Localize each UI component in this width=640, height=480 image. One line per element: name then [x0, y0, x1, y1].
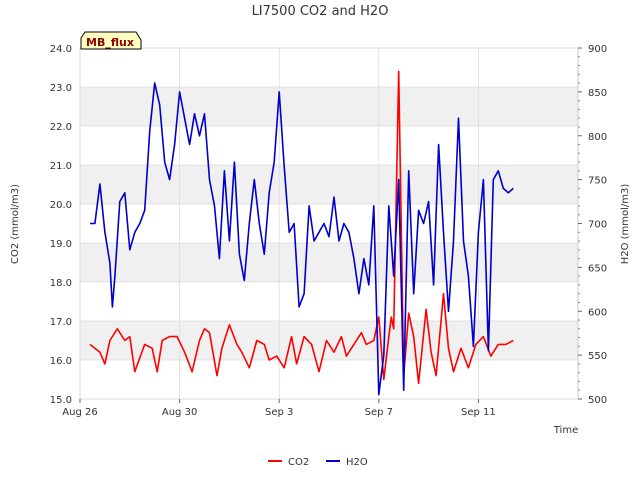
x-tick-label-4: Sep 11	[461, 407, 496, 418]
right-tick-label-1: 550	[588, 351, 607, 362]
right-tick-label-3: 650	[588, 263, 607, 274]
left-axis-label: CO2 (mmol/m3)	[10, 184, 21, 264]
x-tick-label-3: Sep 7	[365, 407, 393, 418]
band-7	[80, 87, 578, 126]
left-tick-label-5: 20.0	[50, 200, 72, 211]
plot-bands	[80, 87, 578, 360]
right-axis-label: H2O (mmol/m3)	[620, 184, 631, 265]
badge: MB_flux	[80, 31, 142, 50]
right-tick-label-8: 900	[588, 44, 607, 55]
right-tick-label-6: 800	[588, 132, 607, 143]
chart-title: LI7500 CO2 and H2O	[252, 4, 389, 19]
x-axis-label: Time	[553, 425, 578, 436]
x-tick-label-1: Aug 30	[162, 407, 197, 418]
badge-box	[80, 31, 142, 50]
series-line-co2	[89, 70, 514, 385]
left-tick-label-4: 19.0	[50, 239, 72, 250]
right-tick-label-7: 850	[588, 88, 607, 99]
legend: CO2 H2O	[268, 457, 368, 468]
right-y-axis: 500 550 600 650 700 750 800 850 900	[578, 44, 607, 406]
badge-label: MB_flux	[86, 36, 134, 49]
right-tick-label-0: 500	[588, 395, 607, 406]
left-tick-label-7: 22.0	[50, 122, 72, 133]
right-tick-label-2: 600	[588, 307, 607, 318]
left-tick-label-0: 15.0	[50, 395, 72, 406]
left-tick-label-6: 21.0	[50, 161, 72, 172]
band-3	[80, 243, 578, 282]
x-tick-label-0: Aug 26	[62, 407, 97, 418]
x-tick-label-2: Sep 3	[265, 407, 293, 418]
left-tick-label-9: 24.0	[50, 44, 72, 55]
legend-label-h2o: H2O	[346, 457, 368, 468]
right-tick-label-5: 750	[588, 176, 607, 187]
series-lines	[89, 70, 514, 396]
left-y-axis: 15.0 16.0 17.0 18.0 19.0 20.0 21.0 22.0 23.0 24.0	[50, 44, 72, 406]
band-1	[80, 321, 578, 360]
series-line-h2o	[90, 82, 514, 396]
x-axis: Aug 26 Aug 30 Sep 3 Sep 7 Sep 11	[62, 399, 496, 418]
left-tick-label-3: 18.0	[50, 278, 72, 289]
left-tick-label-2: 17.0	[50, 317, 72, 328]
left-tick-label-1: 16.0	[50, 356, 72, 367]
grid-lines	[79, 47, 578, 400]
right-tick-label-4: 700	[588, 220, 607, 231]
band-5	[80, 165, 578, 204]
left-tick-label-8: 23.0	[50, 83, 72, 94]
legend-label-co2: CO2	[288, 457, 309, 468]
